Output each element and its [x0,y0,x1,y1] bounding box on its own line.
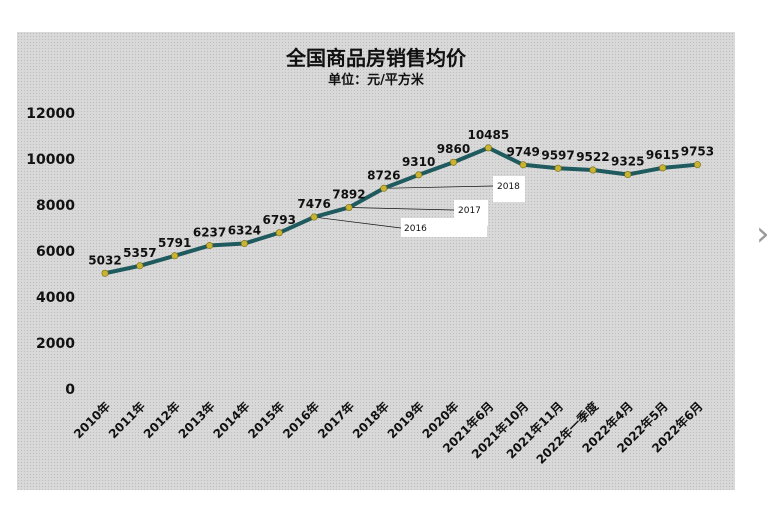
data-point [415,171,423,179]
callout-box [493,176,525,202]
y-axis: 0 2000 4000 6000 8000 10000 12000 [26,106,75,398]
data-point [449,158,457,166]
callout-leader [348,207,455,211]
data-label: 9753 [681,145,714,159]
data-label: 5791 [158,236,191,250]
data-label: 9749 [506,145,539,159]
data-point [484,144,492,152]
data-point [624,171,632,179]
data-label: 7892 [332,187,365,201]
x-tick-label: 2017年 [314,399,357,442]
y-tick-label: 6000 [36,244,75,260]
callout-leader [314,216,402,229]
x-tick-label: 2014年 [210,399,253,442]
x-tick-label: 2016年 [280,399,323,442]
data-point [693,161,701,169]
callout-group: 2018 2017 2016 [314,176,525,237]
chart-subtitle: 单位：元/平方米 [328,72,425,88]
data-point [101,269,109,277]
data-label: 9615 [646,148,679,162]
data-point [240,240,248,248]
x-tick-label: 2018年 [349,399,392,442]
x-tick-label: 2012年 [140,399,183,442]
data-point [345,203,353,211]
data-point [380,184,388,192]
chevron-right-icon[interactable]: › [756,214,769,254]
x-tick-label: 2013年 [175,399,218,442]
y-tick-label: 12000 [26,106,75,122]
data-label: 9597 [541,148,574,162]
data-label: 9325 [611,155,644,169]
data-label: 6793 [263,213,296,227]
data-point [171,252,179,260]
callout-label: 2016 [404,224,427,234]
data-point [310,213,318,221]
y-tick-label: 4000 [36,290,75,306]
data-label: 5032 [88,253,121,267]
y-tick-label: 10000 [26,152,75,168]
data-label: 10485 [467,128,509,142]
data-point [519,161,527,169]
x-tick-label: 2010年 [70,399,113,442]
data-label: 5357 [123,246,156,260]
data-label: 7476 [297,197,330,211]
x-axis: 2010年2011年2012年2013年2014年2015年2016年2017年… [70,398,705,467]
y-tick-label: 0 [65,382,75,398]
x-tick-label: 2015年 [245,399,288,442]
line-chart: 全国商品房销售均价 单位：元/平方米 0 2000 4000 6000 8000 1000… [26,46,714,467]
data-point [206,242,214,250]
data-label: 6324 [228,224,261,238]
data-point [275,229,283,237]
data-label: 6237 [193,226,226,240]
data-point [554,164,562,172]
data-point [589,166,597,174]
callout-label: 2017 [458,206,481,216]
x-tick-label: 2019年 [384,399,427,442]
y-tick-label: 8000 [36,198,75,214]
chart-area: 全国商品房销售均价 单位：元/平方米 0 2000 4000 6000 8000 1000… [17,32,735,490]
data-label: 9860 [437,142,470,156]
x-tick-label: 2022年一季度 [533,398,602,467]
data-label: 9310 [402,155,435,169]
series-line [103,145,700,276]
data-label: 9522 [576,150,609,164]
y-tick-label: 2000 [36,336,75,352]
callout-box [401,218,487,237]
data-point [659,164,667,172]
x-tick-label: 2011年 [105,399,148,442]
callout-leader [383,185,494,189]
data-point [136,262,144,270]
data-label: 8726 [367,168,400,182]
callout-label: 2018 [497,182,520,192]
chart-title: 全国商品房销售均价 [285,46,467,70]
